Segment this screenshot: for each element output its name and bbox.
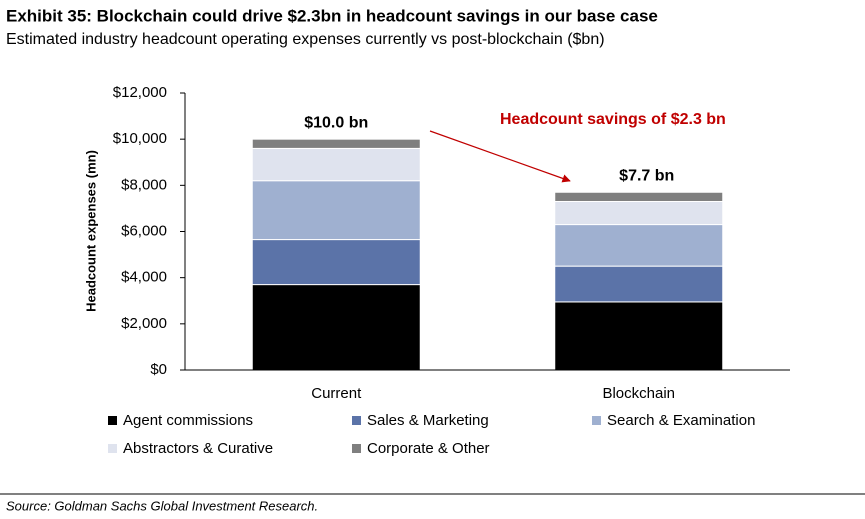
y-tick-label: $2,000: [121, 315, 167, 332]
bar-segment: [251, 284, 421, 371]
annotation-box: Headcount savings of $2.3 bn: [500, 111, 726, 128]
legend-label: Agent commissions: [123, 412, 253, 429]
bar-segment: [251, 138, 421, 149]
y-tick-label: $4,000: [121, 269, 167, 286]
bar-segment: [554, 200, 724, 226]
bar-segment: [554, 224, 724, 267]
total-label: $7.7 bn: [619, 167, 674, 184]
y-tick-label: $12,000: [113, 84, 167, 101]
chart-title: Exhibit 35: Blockchain could drive $2.3b…: [6, 6, 658, 25]
total-label: $10.0 bn: [304, 114, 368, 131]
chart-subtitle: Estimated industry headcount operating e…: [6, 31, 605, 48]
bar-segment: [554, 301, 724, 371]
y-tick-label: $10,000: [113, 130, 167, 147]
legend-swatch: [592, 416, 601, 425]
y-axis-title: Headcount expenses (mn): [83, 150, 98, 312]
x-tick-label: Blockchain: [602, 385, 675, 402]
bar-segment: [251, 239, 421, 286]
bar-segment: [251, 180, 421, 241]
legend-swatch: [108, 444, 117, 453]
legend-swatch: [108, 416, 117, 425]
y-tick-label: $0: [150, 361, 167, 378]
legend-swatch: [352, 444, 361, 453]
savings-arrow: [429, 130, 571, 183]
y-tick-label: $8,000: [121, 176, 167, 193]
source: Source: Goldman Sachs Global Investment …: [6, 498, 318, 513]
y-tick-label: $6,000: [121, 222, 167, 239]
legend-label: Search & Examination: [607, 412, 755, 429]
legend-label: Sales & Marketing: [367, 412, 489, 429]
bar-segment: [554, 265, 724, 303]
bar-segment: [554, 191, 724, 202]
annotation: Headcount savings of $2.3 bn: [500, 111, 726, 128]
legend-label: Corporate & Other: [367, 440, 490, 457]
legend-label: Abstractors & Curative: [123, 440, 273, 457]
legend-swatch: [352, 416, 361, 425]
bar-segment: [251, 147, 421, 182]
x-tick-label: Current: [311, 385, 362, 402]
